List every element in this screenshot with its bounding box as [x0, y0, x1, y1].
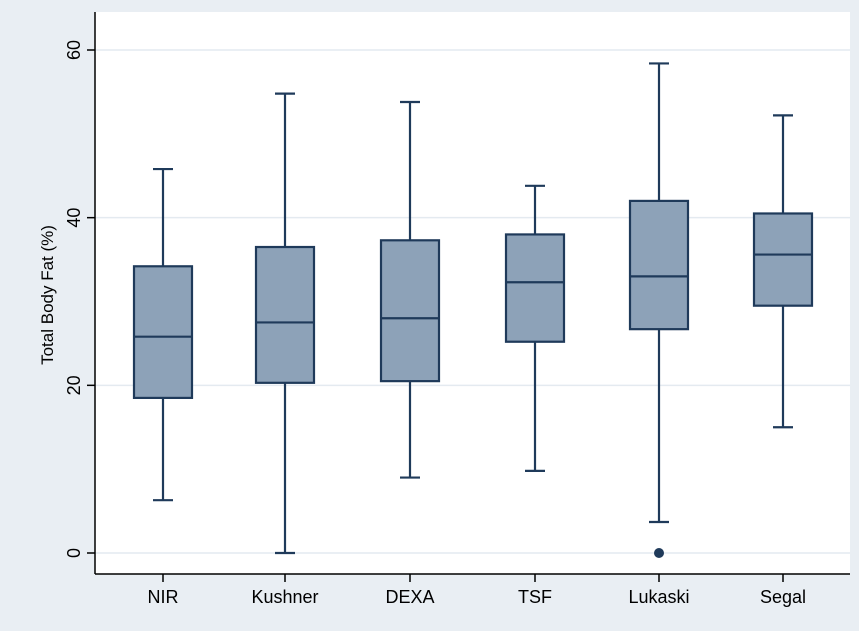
x-category-label: DEXA [385, 587, 434, 607]
y-tick-label: 0 [64, 548, 84, 558]
x-category-label: Lukaski [628, 587, 689, 607]
y-tick-label: 20 [64, 375, 84, 395]
axes-group [94, 12, 850, 575]
x-category-label: NIR [148, 587, 179, 607]
outlier-point [654, 548, 664, 558]
x-category-label: Kushner [251, 587, 318, 607]
box-lukaski [628, 199, 690, 331]
x-category-label: Segal [760, 587, 806, 607]
box-dexa [379, 239, 441, 383]
box-tsf [504, 233, 566, 343]
plot-area [95, 12, 850, 574]
box-nir [132, 265, 194, 400]
y-axis-title: Total Body Fat (%) [38, 225, 57, 365]
boxes-group [132, 62, 814, 558]
box-segal [752, 212, 814, 307]
y-tick-label: 40 [64, 208, 84, 228]
y-ticks-group: 0 20 40 60 [64, 40, 95, 558]
gridlines [95, 49, 850, 554]
y-tick-label: 60 [64, 40, 84, 60]
x-labels-group: NIR Kushner DEXA TSF Lukaski Segal [148, 574, 806, 607]
x-category-label: TSF [518, 587, 552, 607]
box-kushner [254, 245, 316, 384]
